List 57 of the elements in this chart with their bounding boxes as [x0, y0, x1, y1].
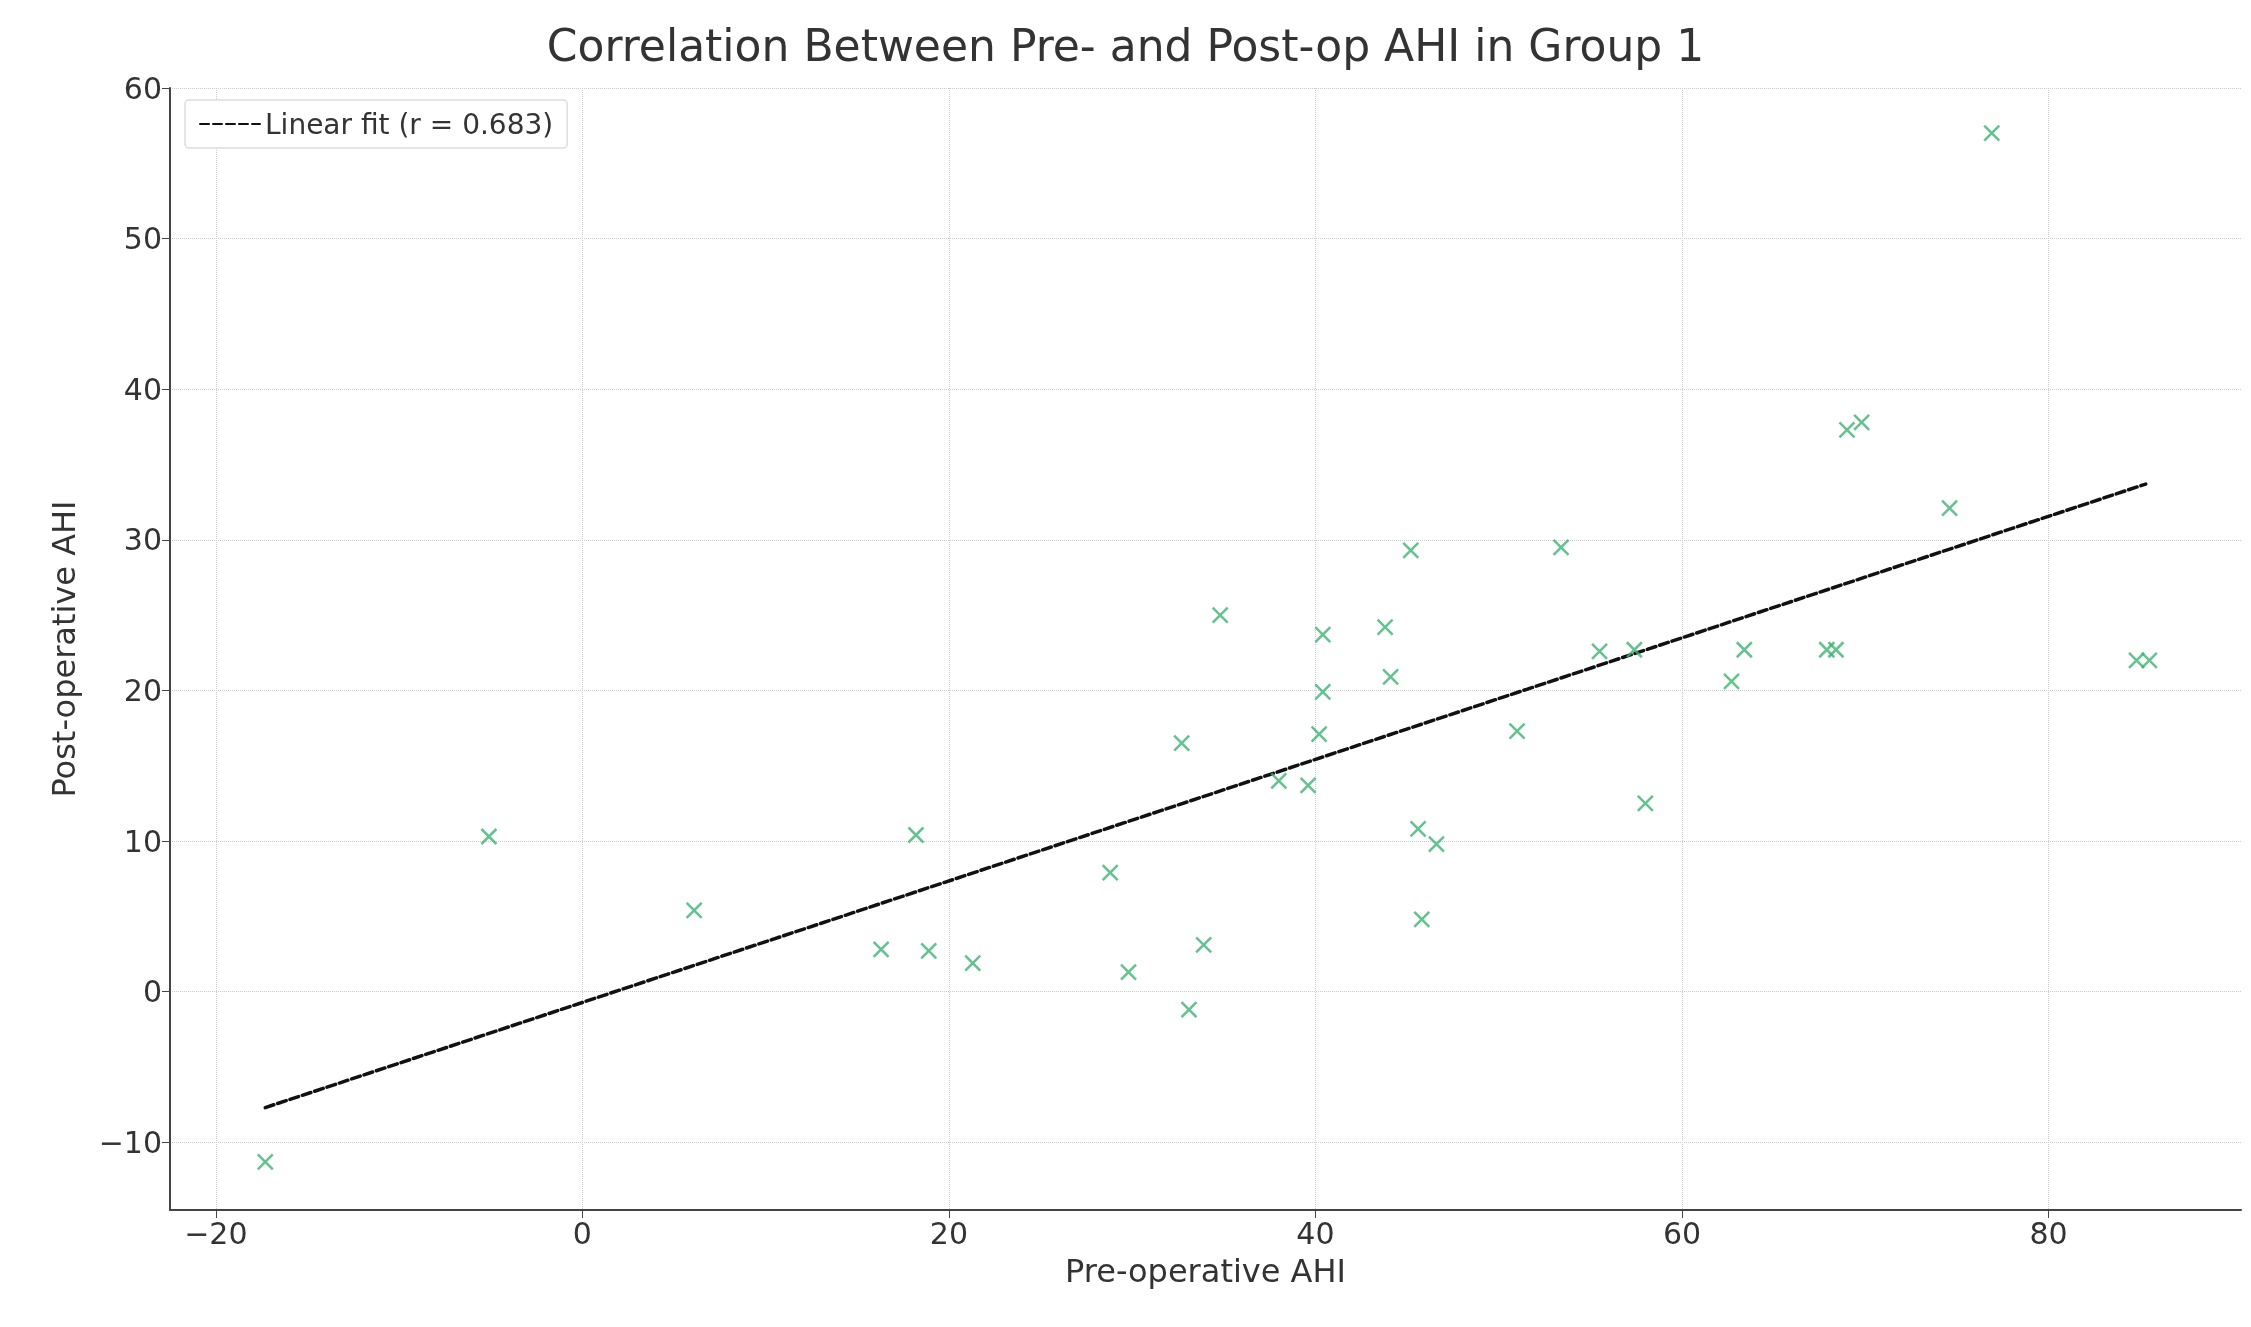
x-tick-label: −20: [184, 1215, 248, 1251]
point: [1101, 863, 1119, 882]
point: [872, 940, 890, 959]
point: [1818, 641, 1836, 659]
point: [1211, 606, 1229, 624]
point: [2127, 651, 2146, 670]
point: [1314, 625, 1332, 644]
y-tick-label: 40: [123, 371, 162, 407]
y-tick-label: 60: [123, 70, 162, 106]
y-tick-label: 50: [123, 221, 162, 257]
point: [685, 901, 703, 920]
x-tick-label: 40: [1296, 1215, 1335, 1251]
point: [1376, 618, 1394, 636]
x-tick-label: 60: [1662, 1215, 1702, 1251]
point: [907, 826, 925, 844]
point: [1508, 722, 1526, 740]
point: [1983, 124, 2001, 142]
point: [2140, 651, 2159, 670]
legend-label: Linear fit (r = 0.683): [265, 107, 554, 141]
point: [1735, 641, 1754, 659]
point: [1299, 776, 1317, 795]
point: [1402, 541, 1420, 560]
point: [1625, 641, 1644, 659]
point: [1270, 772, 1288, 790]
point: [1194, 936, 1213, 954]
point: [1590, 642, 1609, 661]
point: [1827, 641, 1845, 659]
y-tick-label: 30: [123, 522, 162, 558]
point: [1852, 413, 1871, 432]
y-tick-label: 10: [123, 823, 162, 859]
y-tick-label: −10: [98, 1124, 162, 1160]
point: [1310, 725, 1328, 743]
point: [1838, 421, 1856, 439]
x-tick-label: 80: [2029, 1215, 2068, 1251]
point: [480, 827, 498, 846]
point: [1381, 668, 1400, 686]
y-tick-label: 20: [123, 672, 162, 708]
point: [256, 1153, 275, 1171]
y-tick-label: 0: [142, 974, 162, 1010]
point: [1552, 538, 1570, 557]
point: [1180, 1000, 1198, 1019]
y-axis-title: Post-operative AHI: [45, 500, 83, 798]
point: [920, 942, 938, 960]
point: [1172, 734, 1191, 752]
x-tick-label: 20: [929, 1215, 969, 1251]
x-axis-title: Pre-operative AHI: [1065, 1252, 1346, 1290]
point: [1722, 672, 1741, 691]
x-tick-label: 0: [572, 1215, 592, 1251]
point: [1427, 835, 1446, 853]
chart-title: Correlation Between Pre- and Post-op AHI in Group 1: [546, 19, 1705, 71]
point: [1940, 499, 1959, 517]
point: [1636, 794, 1655, 813]
point: [963, 954, 982, 972]
point: [1413, 910, 1431, 929]
point: [1119, 963, 1138, 981]
point: [1409, 820, 1427, 838]
point: [1314, 683, 1332, 701]
